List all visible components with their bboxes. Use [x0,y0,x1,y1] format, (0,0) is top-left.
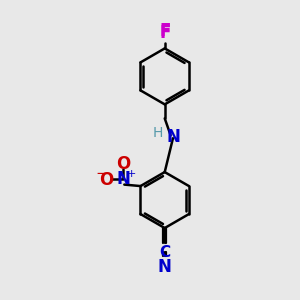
Text: N: N [116,170,130,188]
Text: N: N [166,128,180,146]
Text: H: H [152,126,163,140]
Text: +: + [126,169,136,179]
Text: F: F [159,24,170,42]
Text: −: − [96,166,109,181]
Text: N: N [158,258,172,276]
Text: O: O [116,155,130,173]
Text: O: O [100,171,114,189]
Text: C: C [159,244,170,260]
Text: F: F [159,22,170,40]
